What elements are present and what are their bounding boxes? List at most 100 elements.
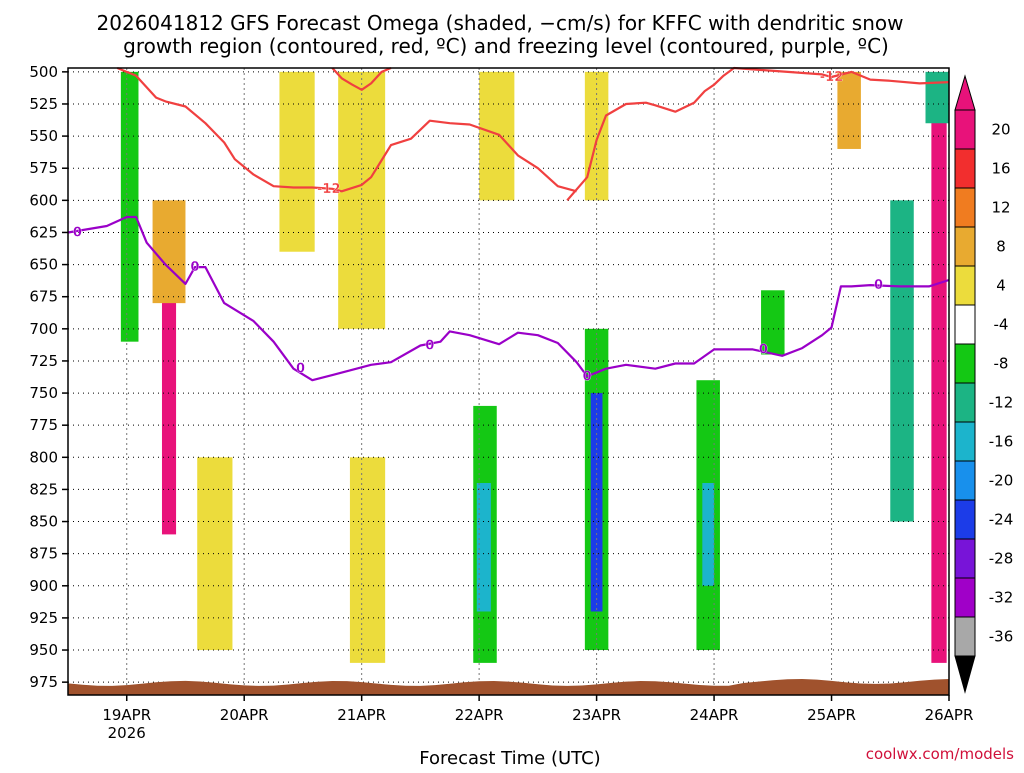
terrain-fill <box>68 679 949 695</box>
y-tick-label: 850 <box>29 513 58 531</box>
omega-shade-patch <box>837 71 861 149</box>
colorbar-bin <box>954 265 976 306</box>
colorbar-legend: 20 16 12 8 4 -4 -8 -12 -16 -20 -24 -28 -32 -36 <box>954 74 1014 694</box>
contour-label: 0 <box>73 225 82 240</box>
contour-label: 0 <box>296 362 305 377</box>
contour-label: 0 <box>759 342 768 357</box>
contour-line <box>116 66 577 193</box>
y-tick-label: 900 <box>29 577 58 595</box>
colorbar-bin <box>954 616 976 657</box>
omega-shade-patch <box>931 97 947 663</box>
colorbar-tick-label: -32 <box>989 589 1014 607</box>
terrain-below-surface <box>68 679 949 695</box>
contour-label: 0 <box>190 260 199 275</box>
colorbar-bottom-arrow <box>954 655 976 694</box>
omega-shade-patch <box>761 290 785 355</box>
x-tick-label: 19APR <box>102 706 151 724</box>
colorbar-tick-label: 16 <box>991 160 1010 178</box>
colorbar-tick-label: 12 <box>991 199 1010 217</box>
colorbar-bin <box>954 343 976 384</box>
colorbar-bin <box>954 187 976 228</box>
y-tick-label: 950 <box>29 641 58 659</box>
colorbar-tick-label: -4 <box>994 316 1009 334</box>
colorbar-tick-label: -24 <box>989 511 1014 529</box>
colorbar-bin <box>954 226 976 267</box>
omega-shade-patch <box>925 71 949 124</box>
y-tick-label: 925 <box>29 609 58 627</box>
chart-title-line2: growth region (contoured, red, ºC) and f… <box>123 34 889 58</box>
contour-line <box>566 66 950 202</box>
y-tick-label: 525 <box>29 95 58 113</box>
omega-shade-patch <box>479 71 515 201</box>
contour-label: -12 <box>820 70 844 85</box>
credit-text: coolwx.com/models <box>866 745 1014 763</box>
contour-line <box>331 66 392 91</box>
y-tick-label: 825 <box>29 480 58 498</box>
omega-shade-patch <box>152 200 186 304</box>
x-tick-label: 22APR <box>455 706 504 724</box>
y-tick-label: 700 <box>29 320 58 338</box>
colorbar-tick-label: 4 <box>996 277 1006 295</box>
colorbar-tick-label: -16 <box>989 433 1014 451</box>
x-tick-label: 26APR <box>925 706 974 724</box>
colorbar-tick-label: -12 <box>989 394 1014 412</box>
y-tick-label: 675 <box>29 288 58 306</box>
y-tick-label: 975 <box>29 673 58 691</box>
colorbar-tick-label: -8 <box>994 355 1009 373</box>
contour-label: -12 <box>317 182 341 197</box>
y-tick-label: 600 <box>29 191 58 209</box>
x-tick-year: 2026 <box>108 724 146 742</box>
colorbar-tick-label: -20 <box>989 472 1014 490</box>
y-tick-label: 725 <box>29 352 58 370</box>
colorbar-bin <box>954 109 976 150</box>
y-axis-pressure: 500 525 550 575 600 625 650 675 700 725 750 775 800 8… <box>29 63 68 691</box>
y-tick-label: 650 <box>29 256 58 274</box>
plot-frame <box>67 67 950 696</box>
y-tick-label: 800 <box>29 448 58 466</box>
omega-shading <box>120 71 949 663</box>
y-tick-label: 875 <box>29 545 58 563</box>
chart-title-line1: 2026041812 GFS Forecast Omega (shaded, −… <box>97 11 904 35</box>
contour-lines: 0 0 0 0 0 0 0 -12 -12 <box>67 66 950 385</box>
omega-shade-patch <box>120 71 139 342</box>
omega-shade-patch <box>197 457 233 651</box>
colorbar-bin <box>954 499 976 540</box>
colorbar-bin <box>954 421 976 462</box>
contour-line <box>67 215 950 382</box>
y-tick-label: 750 <box>29 384 58 402</box>
x-tick-label: 20APR <box>220 706 269 724</box>
contour-label: 0 <box>874 278 883 293</box>
colorbar-tick-label: 20 <box>991 121 1010 139</box>
x-tick-label: 21APR <box>337 706 386 724</box>
colorbar-top-arrow <box>954 74 976 111</box>
contour-label: 0 <box>425 339 434 354</box>
omega-shade-patch <box>349 457 386 663</box>
colorbar-tick-label: 8 <box>996 238 1006 256</box>
x-tick-label: 25APR <box>807 706 856 724</box>
x-tick-label: 23APR <box>572 706 621 724</box>
contour-label: 0 <box>583 369 592 384</box>
colorbar-tick-label: -28 <box>989 550 1014 568</box>
x-axis-label: Forecast Time (UTC) <box>419 748 600 768</box>
colorbar-bin <box>954 577 976 618</box>
colorbar-bin <box>954 148 976 189</box>
colorbar-tick-label: -36 <box>989 628 1014 646</box>
x-tick-label: 24APR <box>690 706 739 724</box>
colorbar-bin <box>954 304 976 345</box>
colorbar-bin <box>954 382 976 423</box>
omega-shade-patch <box>476 483 491 612</box>
colorbar-bin <box>954 460 976 501</box>
omega-shade-patch <box>161 251 177 535</box>
y-tick-label: 575 <box>29 159 58 177</box>
y-tick-label: 550 <box>29 127 58 145</box>
y-tick-label: 500 <box>29 63 58 81</box>
omega-shade-patch <box>890 200 914 522</box>
omega-shade-patch <box>702 483 715 586</box>
y-tick-label: 625 <box>29 223 58 241</box>
omega-shade-patch <box>590 393 603 612</box>
colorbar-bin <box>954 538 976 579</box>
y-tick-label: 775 <box>29 416 58 434</box>
omega-shade-patch <box>279 71 315 252</box>
